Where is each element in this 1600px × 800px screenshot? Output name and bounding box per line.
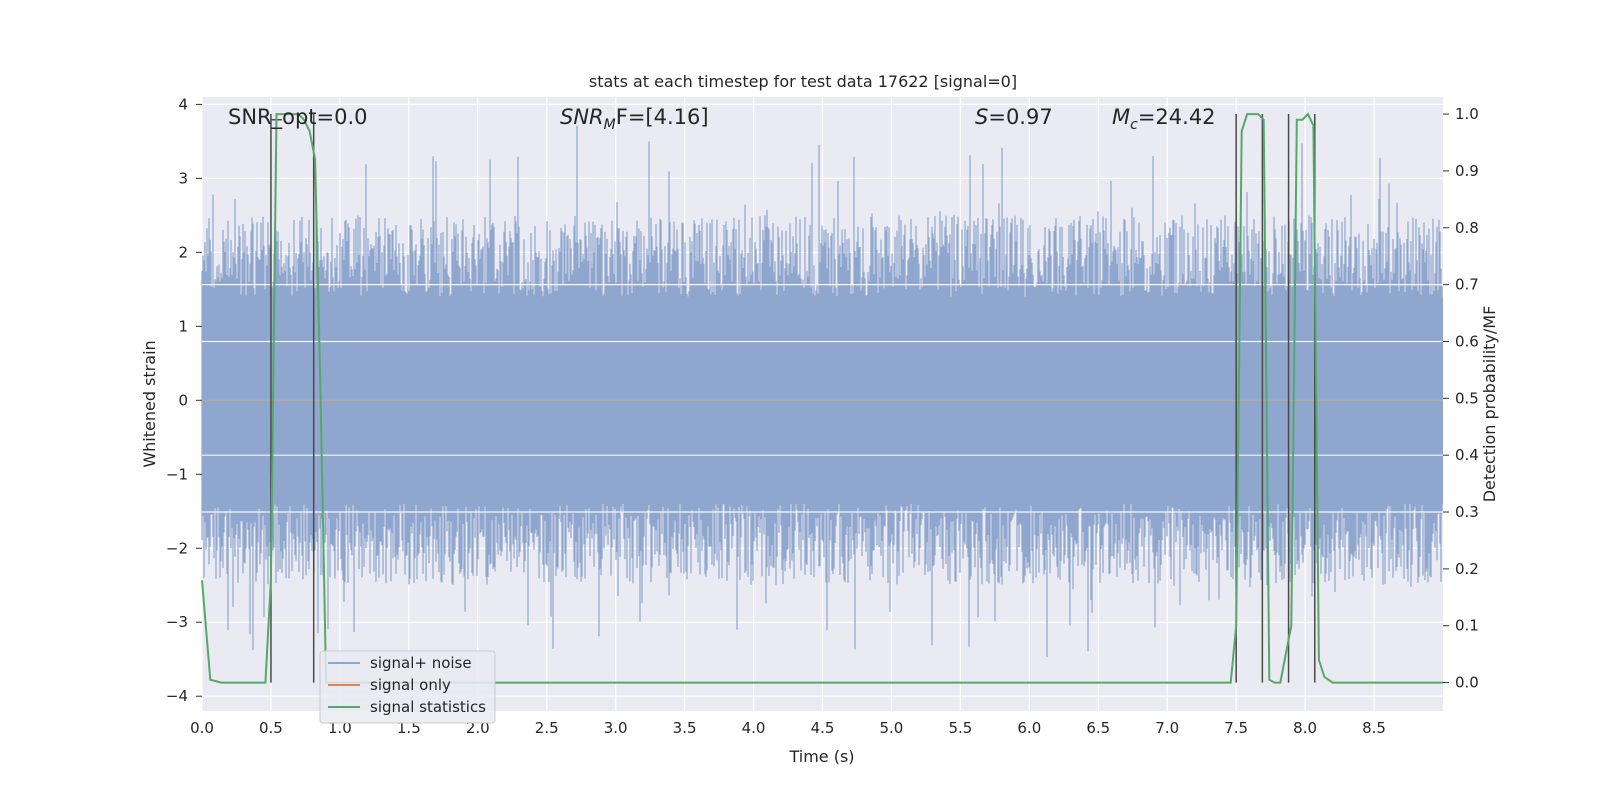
x-tick-label: 5.0 bbox=[880, 719, 904, 737]
y-axis-label: Whitened strain bbox=[140, 340, 159, 467]
x-tick-label: 0.5 bbox=[259, 719, 283, 737]
x-tick-label: 2.5 bbox=[535, 719, 559, 737]
x-tick-label: 8.5 bbox=[1362, 719, 1386, 737]
legend-label-signal-only: signal only bbox=[370, 676, 451, 694]
x-tick-label: 8.0 bbox=[1293, 719, 1317, 737]
y2-tick-label: 0.0 bbox=[1455, 674, 1479, 692]
y2-tick-label: 0.3 bbox=[1455, 503, 1479, 521]
y-tick-label: −1 bbox=[166, 465, 188, 483]
snr-mf-prefix: SNR bbox=[560, 105, 604, 129]
s-suffix: =0.97 bbox=[988, 105, 1052, 129]
x-tick-label: 7.5 bbox=[1224, 719, 1248, 737]
y-tick-label: 2 bbox=[178, 243, 188, 261]
x-tick-label: 3.0 bbox=[604, 719, 628, 737]
mc-sub: c bbox=[1130, 117, 1138, 133]
y-tick-label: 0 bbox=[178, 391, 188, 409]
mc-annotation: Mc=24.42 bbox=[1112, 105, 1216, 133]
y2-tick-label: 1.0 bbox=[1455, 105, 1479, 123]
y2-tick-label: 0.1 bbox=[1455, 617, 1479, 635]
annotations: SNR_opt=0.0 SNRMF=[4.16] S=0.97 Mc=24.42 bbox=[228, 105, 1216, 133]
y-tick-label: 1 bbox=[178, 317, 188, 335]
snr-opt-annotation: SNR_opt=0.0 bbox=[228, 105, 368, 130]
y-ticks: 4 3 2 1 0 −1 −2 −3 −4 bbox=[166, 95, 202, 705]
y-tick-label: −3 bbox=[166, 613, 188, 631]
mc-suffix: =24.42 bbox=[1138, 105, 1216, 129]
overlays bbox=[201, 112, 1443, 684]
y2-tick-label: 0.7 bbox=[1455, 276, 1479, 294]
signal-statistics-line bbox=[201, 112, 1443, 684]
s-prefix: S bbox=[975, 105, 988, 129]
snr-mf-suffix: F=[4.16] bbox=[616, 105, 709, 129]
y2-tick-label: 0.8 bbox=[1455, 219, 1479, 237]
y2-tick-label: 0.9 bbox=[1455, 162, 1479, 180]
x-axis-label: Time (s) bbox=[788, 747, 854, 766]
s-annotation: S=0.97 bbox=[975, 105, 1053, 129]
x-tick-label: 5.5 bbox=[948, 719, 972, 737]
y-tick-label: −2 bbox=[166, 539, 188, 557]
snr-mf-sub: M bbox=[604, 117, 616, 133]
snr-mf-annotation: SNRMF=[4.16] bbox=[560, 105, 709, 133]
y2-tick-label: 0.5 bbox=[1455, 389, 1479, 407]
y-tick-label: −4 bbox=[166, 687, 188, 705]
legend: signal+ noise signal only signal statist… bbox=[319, 650, 496, 724]
x-tick-label: 6.0 bbox=[1017, 719, 1041, 737]
y2-tick-label: 0.2 bbox=[1455, 560, 1479, 578]
y2-tick-label: 0.4 bbox=[1455, 446, 1479, 464]
x-tick-label: 6.5 bbox=[1086, 719, 1110, 737]
legend-label-statistics: signal statistics bbox=[370, 698, 486, 716]
legend-box bbox=[319, 650, 496, 724]
y-tick-label: 4 bbox=[178, 95, 188, 113]
y2-ticks: 1.0 0.9 0.8 0.7 0.6 0.5 0.4 0.3 0.2 0.1 0.0 bbox=[1443, 105, 1479, 692]
x-tick-label: 3.5 bbox=[673, 719, 697, 737]
x-tick-label: 0.0 bbox=[190, 719, 214, 737]
x-tick-label: 7.0 bbox=[1155, 719, 1179, 737]
chart-title: stats at each timestep for test data 176… bbox=[589, 72, 1017, 91]
legend-label-noise: signal+ noise bbox=[370, 654, 472, 672]
mc-prefix: M bbox=[1112, 105, 1130, 129]
x-tick-label: 4.5 bbox=[811, 719, 835, 737]
y2-tick-label: 0.6 bbox=[1455, 332, 1479, 350]
x-tick-label: 4.0 bbox=[742, 719, 766, 737]
y-tick-label: 3 bbox=[178, 169, 188, 187]
y2-axis-label: Detection probability/MF bbox=[1480, 306, 1499, 503]
